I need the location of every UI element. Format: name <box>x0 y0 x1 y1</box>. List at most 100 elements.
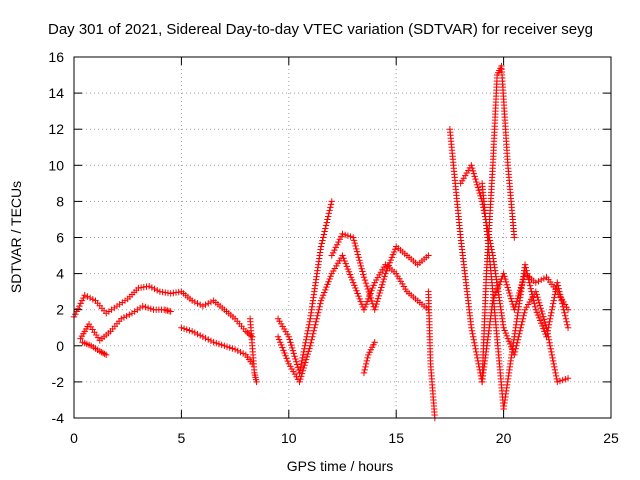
track-sample <box>226 344 233 351</box>
track-sample <box>325 278 332 285</box>
track-sample <box>302 356 310 363</box>
track-sample <box>551 294 558 301</box>
track-sample <box>384 264 391 272</box>
x-tick-label: 5 <box>178 430 186 446</box>
data-point <box>317 297 325 304</box>
plot-area <box>70 62 572 422</box>
track-sample <box>357 262 365 270</box>
track-sample <box>501 327 508 334</box>
track-sample <box>476 189 483 197</box>
track-sample <box>205 300 212 307</box>
track-sample <box>388 254 396 261</box>
track-sample <box>536 302 544 309</box>
track-sample <box>352 284 359 292</box>
track-sample <box>372 303 379 311</box>
track-sample <box>331 246 338 254</box>
track-sample <box>290 350 297 357</box>
track-sample <box>86 294 94 302</box>
track-sample <box>525 276 532 283</box>
track-sample <box>333 241 341 248</box>
track-sample <box>362 360 370 368</box>
series-track-m <box>478 62 518 386</box>
track-sample <box>540 275 548 282</box>
track-sample <box>101 350 108 358</box>
track-sample <box>546 315 554 322</box>
track-sample <box>202 301 209 308</box>
track-sample <box>327 201 335 208</box>
track-sample <box>327 204 334 211</box>
track-sample <box>325 210 333 217</box>
track-sample <box>530 297 537 304</box>
data-point <box>178 324 185 331</box>
track-sample <box>507 292 514 300</box>
track-sample <box>287 339 294 346</box>
y-tick-label: 0 <box>56 338 64 354</box>
data-point <box>532 306 540 313</box>
track-sample <box>363 357 371 365</box>
y-tick-label: 12 <box>48 121 64 137</box>
axis-ticks: -4 -2 0 2 4 6 8 10 12 14 16 0 5 10 15 20 25 <box>48 49 619 446</box>
track-sample <box>293 358 300 365</box>
track-sample <box>556 377 564 385</box>
track-sample <box>550 360 557 368</box>
track-sample <box>546 318 553 325</box>
track-sample <box>345 268 353 275</box>
track-sample <box>239 350 247 357</box>
track-sample <box>497 278 504 285</box>
track-sample <box>278 341 285 349</box>
track-sample <box>519 315 527 322</box>
data-point <box>468 324 475 331</box>
track-sample <box>308 336 315 343</box>
track-sample <box>346 271 354 278</box>
track-sample <box>323 283 330 291</box>
data-point <box>360 369 368 377</box>
track-sample <box>329 249 337 257</box>
track-sample <box>386 259 393 266</box>
track-sample <box>213 339 220 347</box>
track-sample <box>299 354 306 362</box>
track-sample <box>281 349 288 357</box>
track-sample <box>355 292 362 300</box>
track-sample <box>324 281 331 288</box>
track-sample <box>368 297 375 305</box>
track-sample <box>244 329 251 336</box>
track-sample <box>332 244 339 251</box>
track-sample <box>374 295 382 302</box>
track-sample <box>558 297 565 304</box>
track-sample <box>123 312 130 320</box>
track-sample <box>322 222 330 229</box>
track-sample <box>503 332 511 340</box>
track-sample <box>318 294 326 302</box>
data-point <box>317 243 325 250</box>
track-sample <box>472 345 479 353</box>
track-sample <box>218 341 225 349</box>
data-point <box>371 306 378 313</box>
track-sample <box>535 296 542 304</box>
track-sample <box>322 286 329 294</box>
track-sample <box>556 291 564 298</box>
track-sample <box>282 352 289 359</box>
track-sample <box>312 321 319 328</box>
y-tick-label: 2 <box>56 302 64 318</box>
y-tick-label: 8 <box>56 193 64 209</box>
track-sample <box>531 300 538 307</box>
track-sample <box>319 234 327 241</box>
track-sample <box>557 294 565 301</box>
track-sample <box>373 298 381 305</box>
series-track-a <box>70 283 256 340</box>
series-track-c <box>79 338 110 359</box>
data-point <box>285 333 292 340</box>
track-sample <box>302 339 309 346</box>
track-sample <box>546 339 553 346</box>
track-sample <box>551 366 559 374</box>
track-sample <box>381 273 388 280</box>
track-sample <box>360 271 367 278</box>
track-sample <box>317 300 324 307</box>
track-sample <box>303 353 311 361</box>
y-tick-label: -4 <box>52 410 65 426</box>
track-sample <box>183 326 190 333</box>
track-sample <box>391 246 399 253</box>
track-sample <box>526 279 533 286</box>
track-sample <box>505 338 513 345</box>
data-point <box>500 270 507 277</box>
